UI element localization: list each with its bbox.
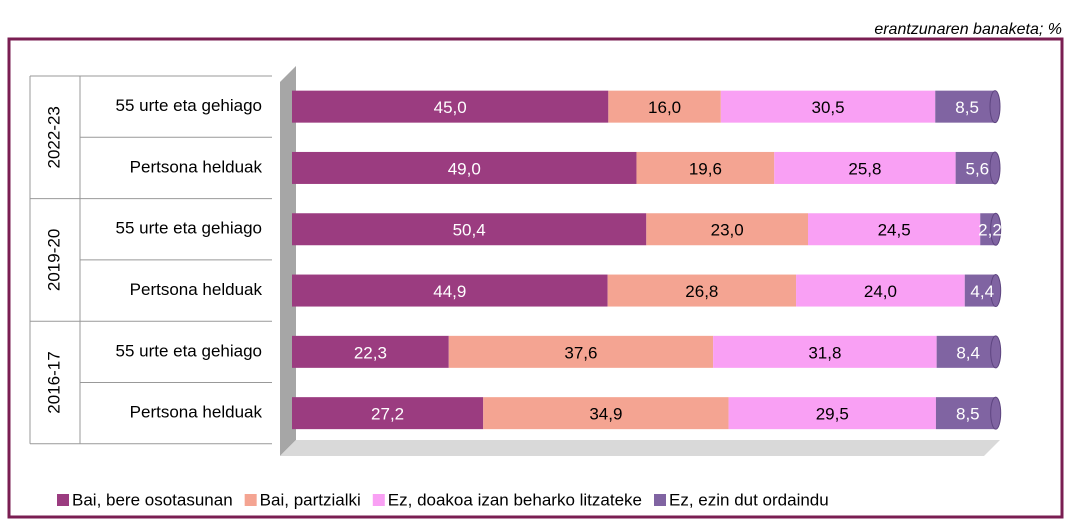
group-label: 2022-23 — [44, 106, 63, 168]
legend-swatch — [244, 494, 257, 506]
bar-segment — [796, 274, 965, 307]
bar-segment — [292, 274, 608, 307]
group-label: 2019-20 — [44, 229, 63, 291]
chart-subtitle: erantzunaren banaketa; % — [874, 21, 1062, 38]
bar-segment — [955, 151, 995, 184]
bar-cap — [989, 90, 1001, 124]
bar-segment — [607, 274, 797, 307]
legend-swatch — [372, 494, 385, 506]
bar-segment — [292, 335, 449, 368]
bar-segment — [292, 151, 637, 184]
bar-segment — [646, 213, 809, 246]
y-tick-label: Pertsona helduak — [130, 280, 263, 299]
value-label: 45,0 — [434, 98, 467, 117]
value-label: 29,5 — [816, 405, 849, 424]
legend-swatch — [57, 494, 69, 506]
bar-segment — [713, 335, 937, 368]
bar-segment — [936, 335, 996, 368]
bar-segment — [774, 151, 956, 184]
value-label: 50,4 — [453, 221, 486, 240]
legend-swatch — [654, 494, 666, 506]
y-tick-label: 55 urte eta gehiago — [115, 96, 262, 115]
bar-cap — [990, 335, 1002, 369]
bar-segment — [483, 397, 729, 430]
value-label: 16,0 — [648, 98, 681, 117]
value-label: 34,9 — [589, 405, 622, 424]
value-label: 4,4 — [970, 282, 994, 301]
bar-segment — [808, 213, 981, 246]
y-tick-label: 55 urte eta gehiago — [115, 341, 262, 360]
value-label: 8,4 — [956, 343, 980, 362]
bar-cap — [990, 274, 1002, 308]
value-label: 25,8 — [848, 159, 881, 178]
floor — [280, 440, 1000, 456]
y-tick-label: 55 urte eta gehiago — [115, 219, 262, 238]
bar-segment — [292, 213, 647, 246]
value-label: 8,5 — [955, 98, 979, 117]
legend-label: Bai, partzialki — [260, 490, 361, 509]
group-label: 2016-17 — [44, 351, 63, 413]
value-label: 26,8 — [685, 282, 718, 301]
value-label: 2,2 — [978, 221, 1002, 240]
legend-label: Ez, ezin dut ordaindu — [669, 490, 829, 509]
frame — [7, 37, 1064, 519]
bar-segment — [292, 397, 484, 430]
value-label: 5,6 — [965, 159, 989, 178]
legend-label: Ez, doakoa izan beharko litzateke — [388, 490, 642, 509]
bar-cap — [989, 151, 1001, 185]
y-tick-label: Pertsona helduak — [130, 157, 263, 176]
value-label: 31,8 — [808, 343, 841, 362]
legend-label: Bai, bere osotasunan — [72, 490, 233, 509]
value-label: 24,0 — [864, 282, 897, 301]
value-label: 23,0 — [711, 221, 744, 240]
bar-segment — [935, 90, 995, 123]
bar-segment — [608, 90, 721, 123]
value-label: 8,5 — [956, 405, 980, 424]
value-label: 27,2 — [371, 405, 404, 424]
bar-segment — [720, 90, 936, 123]
bar-segment — [292, 90, 609, 123]
value-label: 19,6 — [689, 159, 722, 178]
bar-segment — [636, 151, 775, 184]
bar-cap — [990, 212, 1002, 246]
value-label: 44,9 — [433, 282, 466, 301]
value-label: 24,5 — [878, 221, 911, 240]
bar-segment — [448, 335, 714, 368]
value-label: 22,3 — [354, 343, 387, 362]
bar-segment — [935, 397, 996, 430]
y-tick-label: Pertsona helduak — [130, 403, 263, 422]
value-label: 30,5 — [811, 98, 844, 117]
bar-segment — [728, 397, 936, 430]
value-label: 37,6 — [564, 343, 597, 362]
value-label: 49,0 — [448, 159, 481, 178]
bar-cap — [990, 396, 1002, 430]
